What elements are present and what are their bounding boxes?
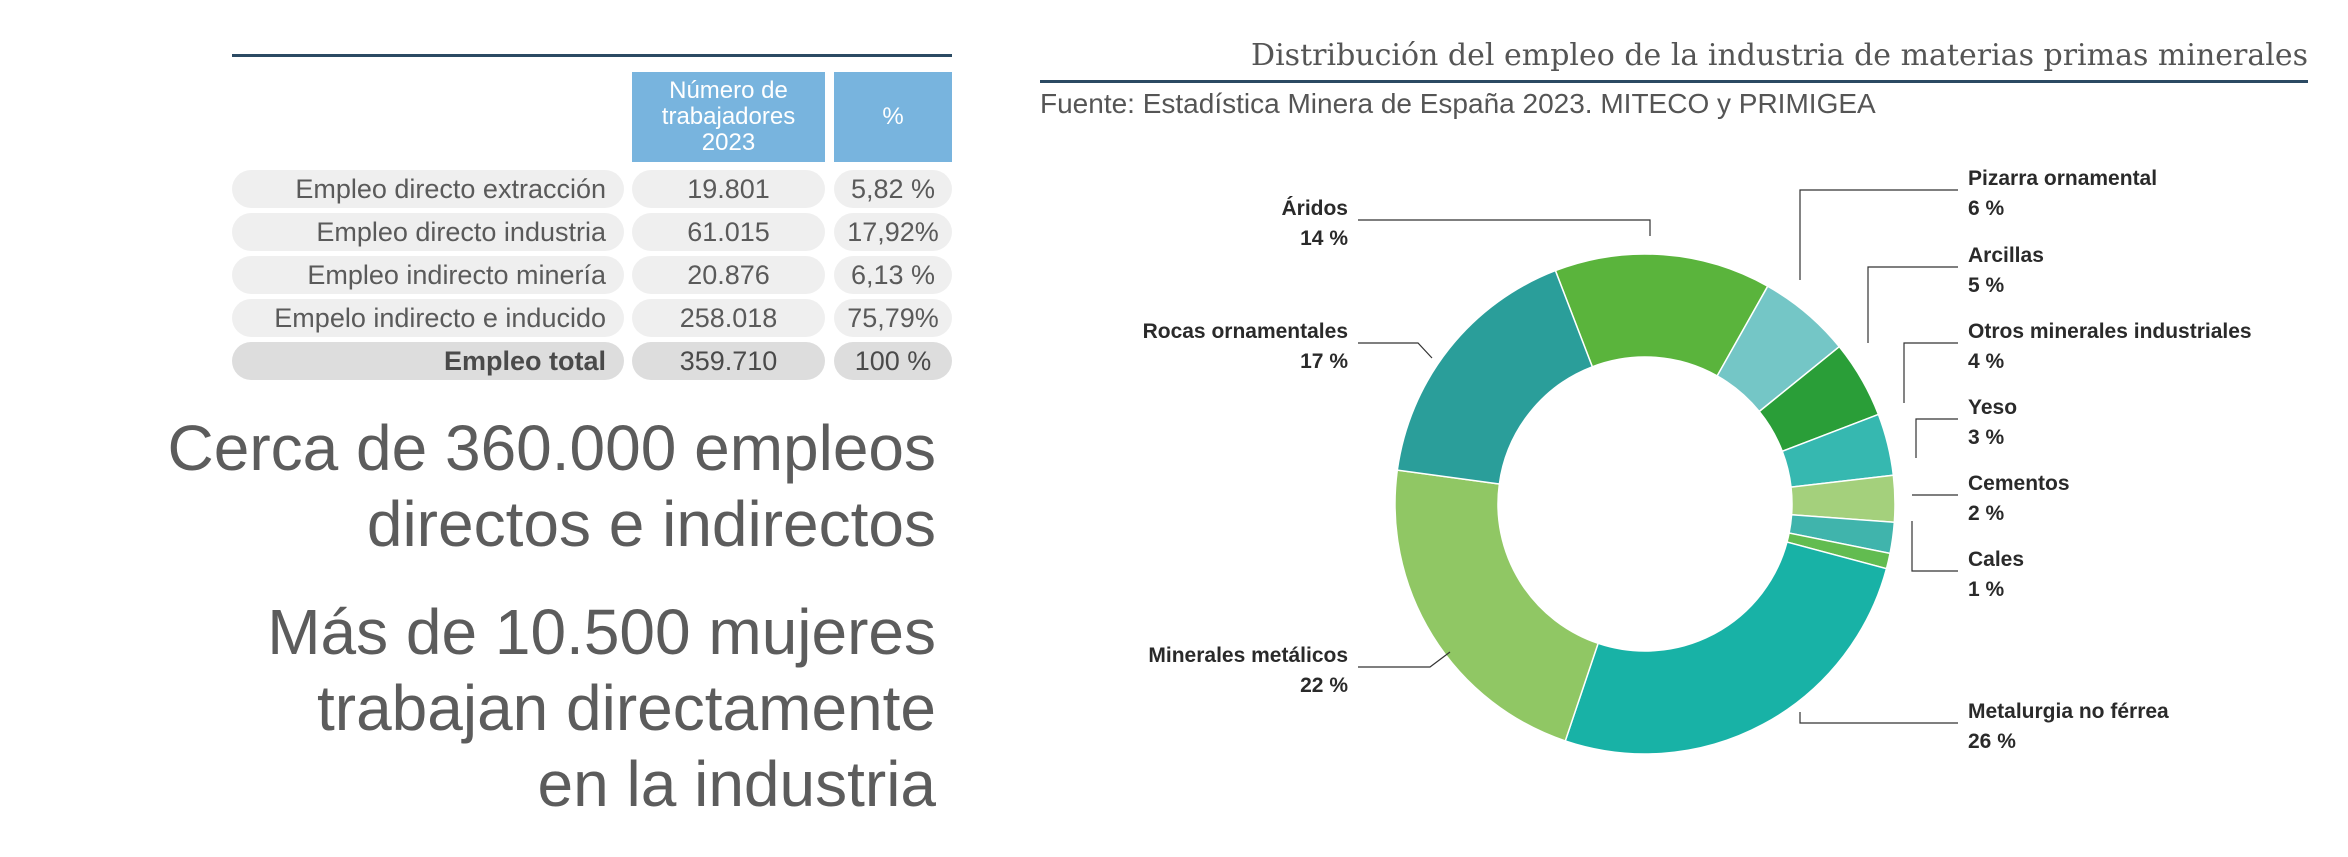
leader-line-otros-minerales-industriales	[1903, 342, 1958, 403]
slice-label-otros-minerales-industriales: Otros minerales industriales	[1968, 320, 2252, 343]
slice-value-pizarra-ornamental: 6 %	[1968, 197, 2005, 220]
leader-line-pizarra-ornamental	[1799, 189, 1958, 280]
slice-label-metalurgia-no-ferrea: Metalurgia no férrea	[1968, 700, 2169, 723]
row-percent: 6,13 %	[834, 256, 952, 294]
slice-label-arcillas: Arcillas	[1968, 244, 2044, 267]
slice-label-minerales-metalicos: Minerales metálicos	[1148, 644, 1348, 667]
row-label: Empleo directo industria	[232, 213, 624, 251]
leader-line-rocas-ornamentales	[1358, 342, 1433, 359]
chart-source: Fuente: Estadística Minera de España 202…	[1040, 88, 1876, 119]
slice-value-yeso: 3 %	[1968, 426, 2005, 449]
table-row: Empelo indirecto e inducido 258.018 75,7…	[232, 299, 952, 337]
slice-label-rocas-ornamentales: Rocas ornamentales	[1143, 320, 1348, 343]
chart-title-rule	[1040, 80, 2308, 83]
headline-women: Más de 10.500 mujeres trabajan directame…	[267, 596, 936, 820]
header-workers: Número de trabajadores 2023	[632, 72, 825, 162]
slice-value-cales: 1 %	[1968, 578, 2005, 601]
total-percent: 100 %	[834, 342, 952, 380]
slice-value-arcillas: 5 %	[1968, 274, 2005, 297]
leader-line-metalurgia-no-ferrea	[1799, 712, 1958, 724]
slice-metalurgia-no-ferrea	[1564, 541, 1888, 755]
table-row: Empleo indirecto minería 20.876 6,13 %	[232, 256, 952, 294]
row-label: Empelo indirecto e inducido	[232, 299, 624, 337]
table-top-rule	[232, 54, 952, 57]
total-value: 359.710	[632, 342, 825, 380]
leader-line-arcillas	[1867, 266, 1958, 343]
slice-value-otros-minerales-industriales: 4 %	[1968, 350, 2005, 373]
row-label: Empleo indirecto minería	[232, 256, 624, 294]
row-value: 258.018	[632, 299, 825, 337]
row-value: 19.801	[632, 170, 825, 208]
row-percent: 5,82 %	[834, 170, 952, 208]
table-total-row: Empleo total 359.710 100 %	[232, 342, 952, 380]
slice-label-yeso: Yeso	[1968, 396, 2017, 419]
header-percent: %	[834, 72, 952, 162]
slice-label-aridos: Áridos	[1281, 197, 1348, 220]
total-label: Empleo total	[232, 342, 624, 380]
chart-title: Distribución del empleo de la industria …	[1251, 38, 2308, 73]
headline-employment: Cerca de 360.000 empleos directos e indi…	[167, 412, 937, 560]
leader-line-aridos	[1358, 219, 1651, 236]
slice-rocas-ornamentales	[1396, 269, 1594, 485]
table-row: Empleo directo industria 61.015 17,92%	[232, 213, 952, 251]
row-percent: 75,79%	[834, 299, 952, 337]
table-row: Empleo directo extracción 19.801 5,82 %	[232, 170, 952, 208]
slice-label-cementos: Cementos	[1968, 472, 2070, 495]
slice-value-aridos: 14 %	[1300, 227, 1348, 250]
row-percent: 17,92%	[834, 213, 952, 251]
slice-value-cementos: 2 %	[1968, 502, 2005, 525]
slice-value-metalurgia-no-ferrea: 26 %	[1968, 730, 2016, 753]
leader-line-minerales-metalicos	[1358, 651, 1451, 668]
slice-label-cales: Cales	[1968, 548, 2024, 571]
slice-label-pizarra-ornamental: Pizarra ornamental	[1968, 167, 2157, 190]
slice-value-minerales-metalicos: 22 %	[1300, 674, 1348, 697]
row-value: 61.015	[632, 213, 825, 251]
slice-minerales-metalicos	[1394, 469, 1600, 742]
leader-line-yeso	[1915, 418, 1958, 458]
row-label: Empleo directo extracción	[232, 170, 624, 208]
leader-line-cales	[1911, 521, 1958, 572]
row-value: 20.876	[632, 256, 825, 294]
slice-value-rocas-ornamentales: 17 %	[1300, 350, 1348, 373]
